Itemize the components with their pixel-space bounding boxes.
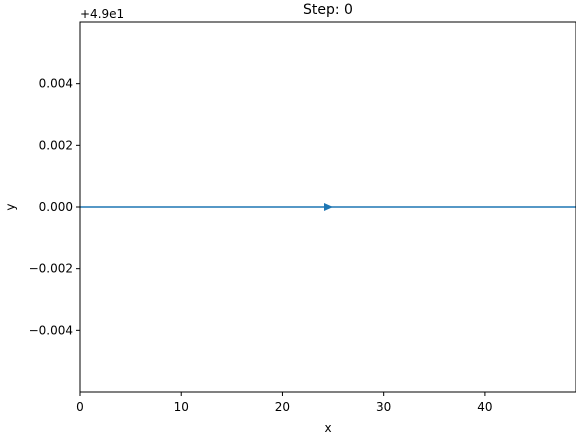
y-offset-label: +4.9e1 (80, 7, 124, 21)
x-tick-label: 20 (275, 400, 290, 414)
x-tick-label: 40 (477, 400, 492, 414)
x-tick-label: 10 (174, 400, 189, 414)
y-tick-label: 0.002 (39, 138, 73, 152)
plot-frame (79, 21, 576, 393)
x-tick-label: 30 (376, 400, 391, 414)
y-tick-label: 0.000 (39, 200, 73, 214)
x-tick-label: 0 (76, 400, 84, 414)
y-tick-label: −0.004 (29, 323, 73, 337)
y-axis-label: y (4, 203, 18, 210)
x-axis-label: x (324, 421, 331, 435)
y-tick-label: 0.004 (39, 77, 73, 91)
direction-arrow (324, 203, 333, 211)
y-tick-label: −0.002 (29, 262, 73, 276)
chart-title: Step: 0 (303, 2, 353, 18)
